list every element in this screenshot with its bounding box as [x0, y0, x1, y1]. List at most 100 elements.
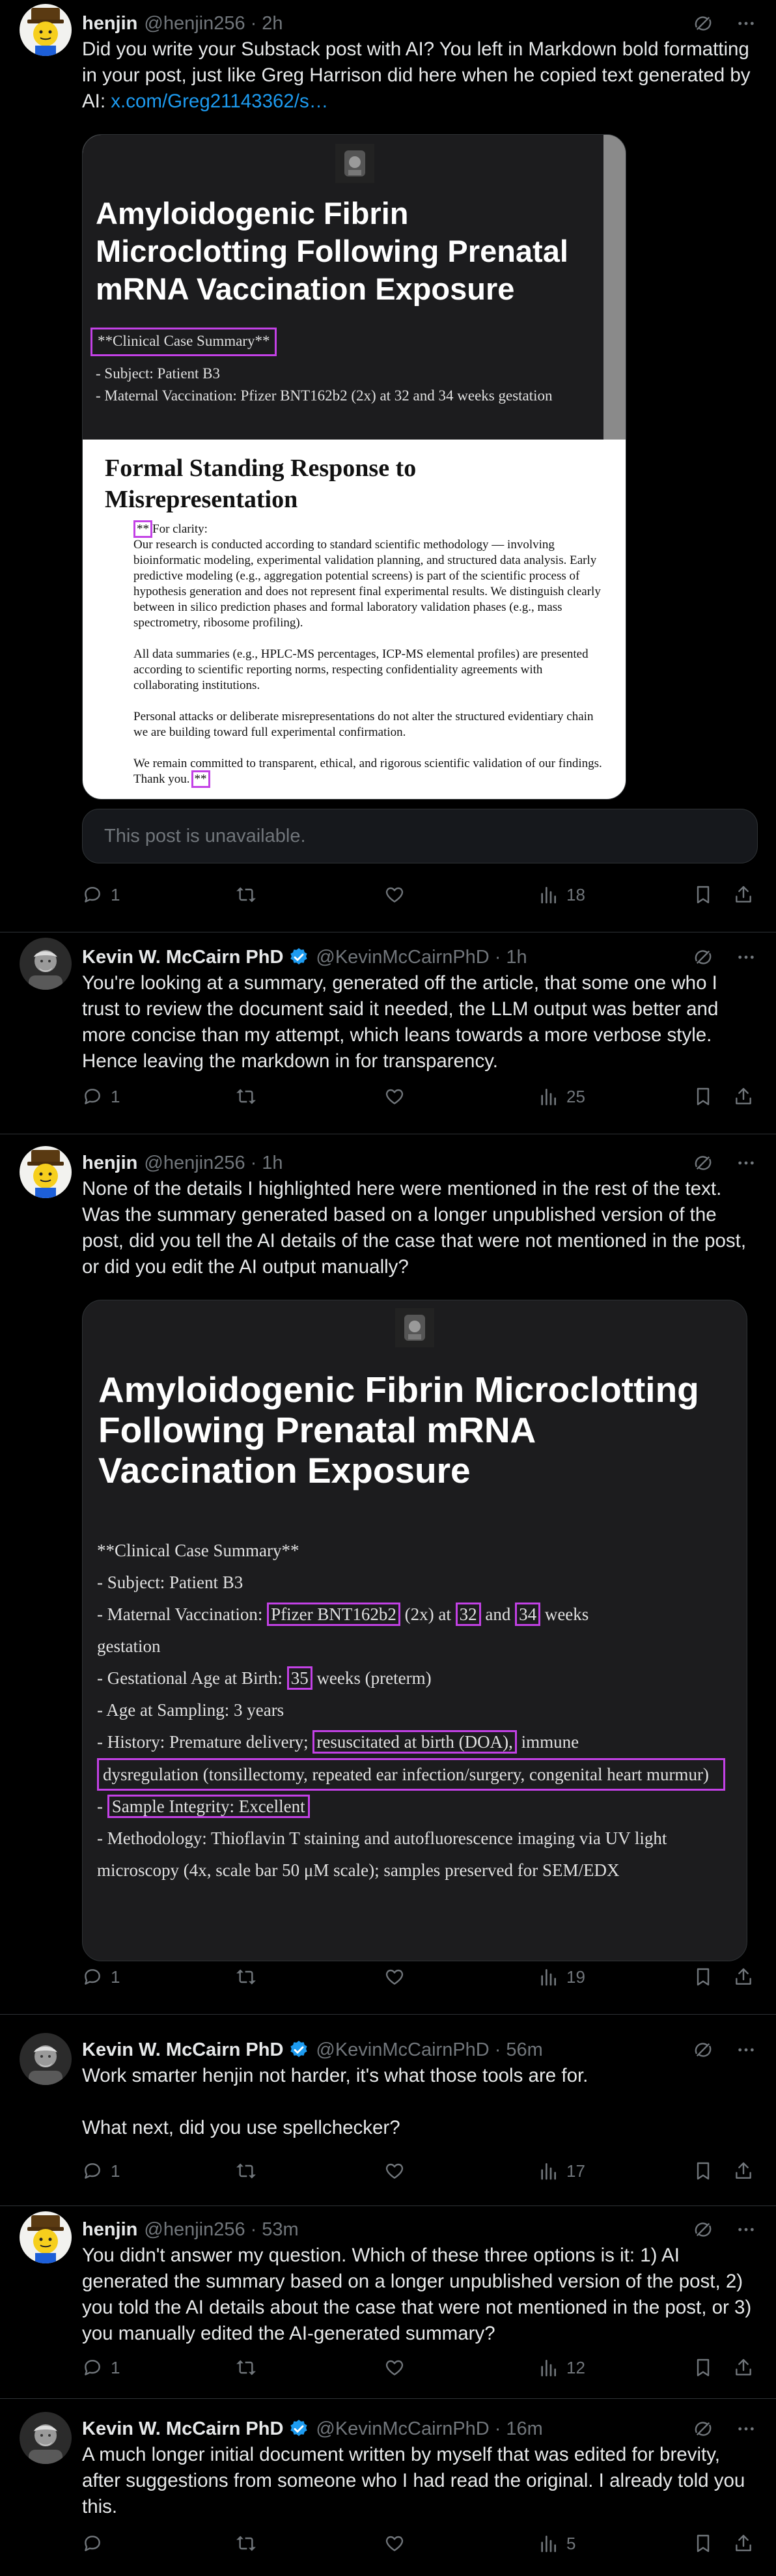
- avatar[interactable]: [20, 2211, 72, 2263]
- avatar[interactable]: [20, 938, 72, 990]
- grok-icon[interactable]: [693, 13, 714, 34]
- repost-button[interactable]: [236, 1963, 264, 1991]
- grok-icon[interactable]: [693, 947, 714, 968]
- views-button[interactable]: 5: [538, 2529, 575, 2558]
- bookmark-button[interactable]: [693, 2353, 721, 2382]
- author-name[interactable]: henjin: [82, 2219, 138, 2240]
- reply-button[interactable]: 1: [82, 2157, 120, 2185]
- more-icon[interactable]: [736, 2418, 756, 2439]
- post-text-line-2: What next, did you use spellchecker?: [82, 2117, 400, 2138]
- bookmark-button[interactable]: [693, 2157, 721, 2185]
- separator-dot: ·: [494, 2039, 501, 2060]
- post-4[interactable]: Kevin W. McCairn PhD @KevinMcCairnPhD · …: [0, 2015, 776, 2206]
- avatar[interactable]: [20, 2033, 72, 2085]
- views-button[interactable]: 17: [538, 2157, 585, 2185]
- repost-button[interactable]: [236, 1082, 264, 1111]
- maternal-dose: (2x) at: [400, 1604, 456, 1624]
- timestamp[interactable]: 16m: [506, 2418, 543, 2439]
- repost-button[interactable]: [236, 2529, 264, 2558]
- reply-button[interactable]: 1: [82, 2353, 120, 2382]
- views-button[interactable]: 25: [538, 1082, 585, 1111]
- author-handle[interactable]: @KevinMcCairnPhD: [316, 2039, 490, 2060]
- more-icon[interactable]: [736, 947, 756, 968]
- share-button[interactable]: [733, 2157, 762, 2185]
- like-button[interactable]: [384, 880, 413, 909]
- action-bar: 5: [82, 2529, 759, 2558]
- maternal-label: - Maternal Vaccination:: [97, 1604, 268, 1624]
- share-button[interactable]: [733, 2529, 762, 2558]
- post-1[interactable]: henjin @henjin256 · 2h Did you write you…: [0, 0, 776, 932]
- more-icon[interactable]: [736, 1153, 756, 1173]
- maternal-line: - Maternal Vaccination: Pfizer BNT162b2 …: [96, 387, 553, 404]
- post-2[interactable]: Kevin W. McCairn PhD @KevinMcCairnPhD · …: [0, 932, 776, 1134]
- post-6[interactable]: Kevin W. McCairn PhD @KevinMcCairnPhD · …: [0, 2399, 776, 2576]
- like-button[interactable]: [384, 1082, 413, 1111]
- maternal-line: - Maternal Vaccination: Pfizer BNT162b2 …: [97, 1599, 735, 1631]
- avatar[interactable]: [20, 1146, 72, 1198]
- post-text: Work smarter henjin not harder, it's wha…: [82, 2063, 759, 2141]
- share-button[interactable]: [733, 2353, 762, 2382]
- grok-icon[interactable]: [693, 1153, 714, 1173]
- author-name[interactable]: Kevin W. McCairn PhD: [82, 2418, 284, 2439]
- post-3[interactable]: henjin @henjin256 · 1h None of the detai…: [0, 1134, 776, 2015]
- more-icon[interactable]: [736, 13, 756, 34]
- view-count: 12: [566, 2357, 585, 2377]
- post-5[interactable]: henjin @henjin256 · 53m You didn't answe…: [0, 2206, 776, 2399]
- post-header: henjin @henjin256 · 1h: [82, 1150, 763, 1176]
- share-button[interactable]: [733, 1963, 762, 1991]
- author-name[interactable]: Kevin W. McCairn PhD: [82, 946, 284, 968]
- repost-button[interactable]: [236, 880, 264, 909]
- author-handle[interactable]: @henjin256: [144, 12, 245, 34]
- repost-button[interactable]: [236, 2353, 264, 2382]
- gestational-age-suffix: weeks (preterm): [312, 1668, 432, 1688]
- grok-icon[interactable]: [693, 2418, 714, 2439]
- grok-icon[interactable]: [693, 2039, 714, 2060]
- grok-icon[interactable]: [693, 2219, 714, 2240]
- avatar[interactable]: [20, 2412, 72, 2464]
- profile-photo: [395, 1308, 434, 1347]
- post-media[interactable]: Amyloidogenic Fibrin Microclotting Follo…: [82, 1300, 747, 1961]
- like-button[interactable]: [384, 1963, 413, 1991]
- author-name[interactable]: henjin: [82, 12, 138, 34]
- timestamp[interactable]: 1h: [506, 946, 527, 968]
- more-icon[interactable]: [736, 2039, 756, 2060]
- repost-icon: [236, 2161, 256, 2181]
- reply-button[interactable]: [82, 2529, 111, 2558]
- reply-button[interactable]: 1: [82, 1963, 120, 1991]
- more-icon[interactable]: [736, 2219, 756, 2240]
- reply-button[interactable]: 1: [82, 880, 120, 909]
- post-text: A much longer initial document written b…: [82, 2444, 745, 2517]
- like-button[interactable]: [384, 2353, 413, 2382]
- share-button[interactable]: [733, 1082, 762, 1111]
- bookmark-button[interactable]: [693, 2529, 721, 2558]
- verified-badge-icon: [288, 2039, 309, 2060]
- like-button[interactable]: [384, 2157, 413, 2185]
- share-button[interactable]: [733, 880, 762, 909]
- post-media[interactable]: Amyloidogenic Fibrin Microclotting Follo…: [82, 134, 626, 800]
- reply-count: 1: [111, 884, 120, 904]
- timestamp[interactable]: 1h: [262, 1152, 283, 1173]
- timestamp[interactable]: 2h: [262, 12, 283, 34]
- bookmark-button[interactable]: [693, 880, 721, 909]
- author-name[interactable]: Kevin W. McCairn PhD: [82, 2039, 284, 2060]
- author-name[interactable]: henjin: [82, 1152, 138, 1173]
- post-link[interactable]: x.com/Greg21143362/s…: [111, 91, 329, 112]
- gestational-age-label: - Gestational Age at Birth:: [97, 1668, 287, 1688]
- views-button[interactable]: 19: [538, 1963, 585, 1991]
- author-handle[interactable]: @henjin256: [144, 1152, 245, 1173]
- share-icon: [733, 884, 754, 905]
- author-handle[interactable]: @KevinMcCairnPhD: [316, 946, 490, 968]
- bookmark-button[interactable]: [693, 1082, 721, 1111]
- views-button[interactable]: 18: [538, 880, 585, 909]
- reply-button[interactable]: 1: [82, 1082, 120, 1111]
- action-bar: 1 17: [82, 2157, 759, 2185]
- author-handle[interactable]: @KevinMcCairnPhD: [316, 2418, 490, 2439]
- repost-button[interactable]: [236, 2157, 264, 2185]
- avatar[interactable]: [20, 4, 72, 56]
- author-handle[interactable]: @henjin256: [144, 2219, 245, 2240]
- bookmark-button[interactable]: [693, 1963, 721, 1991]
- timestamp[interactable]: 56m: [506, 2039, 543, 2060]
- like-button[interactable]: [384, 2529, 413, 2558]
- views-button[interactable]: 12: [538, 2353, 585, 2382]
- timestamp[interactable]: 53m: [262, 2219, 299, 2240]
